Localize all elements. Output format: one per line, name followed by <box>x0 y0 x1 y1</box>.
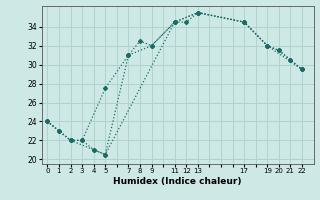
X-axis label: Humidex (Indice chaleur): Humidex (Indice chaleur) <box>113 177 242 186</box>
